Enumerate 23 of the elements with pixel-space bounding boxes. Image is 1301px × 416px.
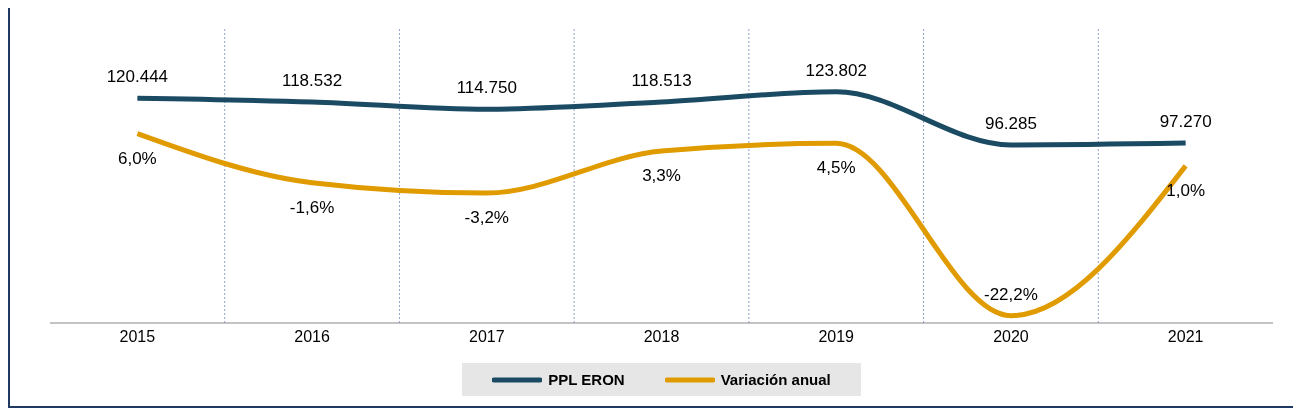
data-label: 120.444 — [106, 67, 169, 87]
legend-label: PPL ERON — [547, 371, 625, 388]
data-label: -22,2% — [983, 284, 1038, 304]
x-tick-label: 2015 — [119, 328, 156, 346]
data-label: 118.513 — [631, 71, 692, 90]
data-label: 4,5% — [816, 158, 856, 178]
data-label: 114.750 — [456, 78, 517, 98]
x-tick-label: 2018 — [643, 328, 680, 346]
data-label: 6,0% — [117, 148, 157, 168]
data-label: 97.270 — [1159, 112, 1212, 132]
x-tick-label: 2021 — [1167, 328, 1204, 346]
data-label: 123.802 — [805, 60, 867, 80]
data-label: 118.532 — [281, 70, 343, 90]
data-label: -1,6% — [289, 197, 335, 217]
data-label: -3,2% — [464, 208, 509, 228]
x-tick-label: 2019 — [818, 328, 855, 346]
x-tick-label: 2017 — [468, 328, 505, 346]
legend-label: Variación anual — [719, 371, 831, 388]
x-tick-label: 2020 — [993, 328, 1029, 346]
data-label: 1,0% — [1166, 180, 1206, 200]
data-label: 3,3% — [642, 166, 681, 186]
x-tick-label: 2016 — [294, 328, 330, 346]
data-label: 96.285 — [984, 113, 1037, 133]
